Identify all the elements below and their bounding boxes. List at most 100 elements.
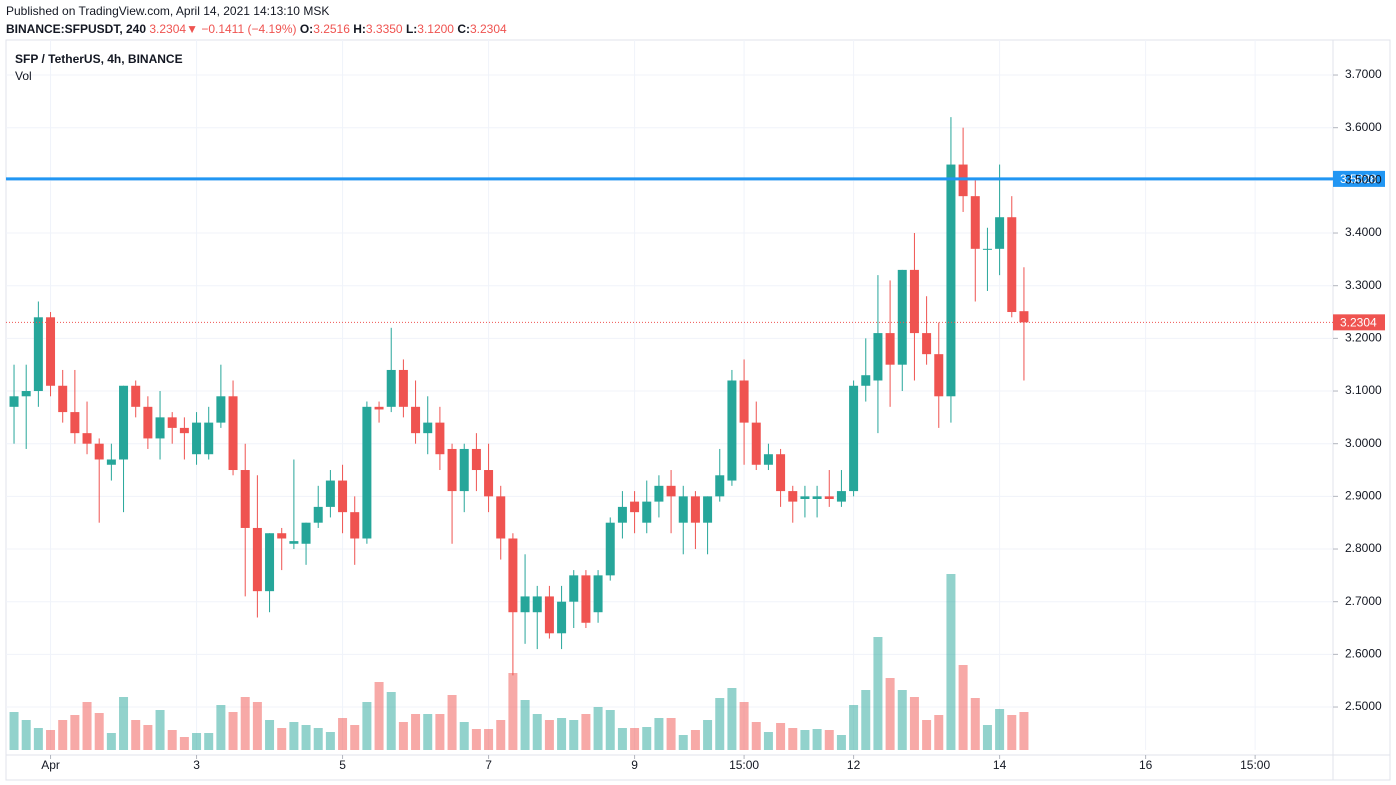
- volume-bar: [642, 727, 652, 750]
- candle-body: [33, 317, 43, 392]
- y-tick-label: 3.3000: [1345, 278, 1382, 292]
- candle-body: [873, 333, 883, 381]
- candle-body: [763, 454, 773, 465]
- volume-bar: [776, 723, 786, 750]
- candle-body: [995, 217, 1005, 249]
- candle-body: [703, 496, 713, 523]
- candle-body: [9, 396, 19, 407]
- volume-bar: [216, 705, 226, 750]
- volume-bar: [739, 702, 749, 750]
- arrow: ▼: [186, 22, 198, 36]
- volume-bar: [788, 728, 798, 750]
- volume-bar: [423, 714, 433, 750]
- candle-body: [800, 496, 810, 499]
- candle-body: [484, 470, 494, 497]
- symbol-line: BINANCE:SFPUSDT, 240 3.2304▼ −0.1411 (−4…: [6, 22, 507, 36]
- volume-bar: [33, 728, 43, 750]
- candle-body: [471, 448, 481, 471]
- volume-bar: [557, 718, 567, 750]
- candle-body: [922, 333, 932, 355]
- volume-bar: [143, 725, 153, 750]
- volume-bar: [435, 714, 445, 750]
- volume-bar: [447, 695, 457, 750]
- volume-bar: [982, 725, 992, 750]
- frame: [5, 39, 1391, 781]
- volume-bar: [204, 733, 214, 750]
- c: 3.2304: [470, 22, 507, 36]
- volume-bar: [849, 705, 859, 750]
- volume-bar: [885, 678, 895, 750]
- volume-bar: [605, 710, 615, 750]
- candle-body: [155, 417, 165, 439]
- candle-body: [435, 422, 445, 455]
- volume-bar: [800, 730, 810, 750]
- x-tick-label: 9: [631, 758, 638, 772]
- o-label: O:: [299, 22, 314, 36]
- x-tick-label: 7: [485, 758, 492, 772]
- candle-body: [386, 369, 396, 407]
- candle-body: [727, 380, 737, 481]
- last-price-bg: [1333, 314, 1385, 331]
- change: −0.1411 (−4.19%): [201, 22, 297, 36]
- candle-body: [398, 369, 408, 407]
- volume-bar: [325, 732, 335, 750]
- volume-bar: [46, 730, 56, 750]
- candle-body: [313, 506, 323, 523]
- volume-bar: [484, 729, 494, 750]
- volume-bar: [240, 697, 250, 750]
- volume-bar: [411, 714, 421, 750]
- y-tick-label: 2.5000: [1345, 699, 1382, 713]
- y-tick-label: 3.1000: [1345, 383, 1382, 397]
- volume-bar: [897, 690, 907, 750]
- volume-bar: [922, 720, 932, 750]
- candle-body: [569, 575, 579, 602]
- volume-bar: [459, 722, 469, 750]
- candle-body: [204, 422, 214, 455]
- candle-body: [751, 422, 761, 465]
- volume-bar: [703, 720, 713, 750]
- volume-bar: [958, 665, 968, 750]
- volume-bar: [192, 733, 202, 750]
- volume-bar: [289, 722, 299, 750]
- volume-bar: [581, 714, 591, 750]
- volume-bar: [727, 688, 737, 750]
- candle-body: [776, 454, 786, 492]
- volume-bar: [350, 725, 360, 750]
- candle-body: [70, 412, 80, 434]
- candle-body: [338, 480, 348, 513]
- volume-bar: [362, 702, 372, 750]
- volume-bar: [265, 720, 275, 750]
- volume-bar: [836, 735, 846, 750]
- y-tick-label: 3.2000: [1345, 331, 1382, 345]
- volume-bar: [119, 697, 129, 750]
- volume-bar: [569, 720, 579, 750]
- volume-bar: [934, 715, 944, 750]
- y-tick-label: 2.9000: [1345, 489, 1382, 503]
- candle-body: [216, 396, 226, 423]
- candle-body: [167, 417, 177, 428]
- volume-bar: [496, 720, 506, 750]
- y-tick-label: 3.7000: [1345, 67, 1382, 81]
- candle-body: [46, 317, 56, 386]
- candle-body: [897, 269, 907, 365]
- volume-bar: [179, 737, 189, 750]
- candle-body: [605, 522, 615, 576]
- candle-body: [301, 522, 311, 544]
- candle-body: [423, 422, 433, 434]
- candle-body: [532, 596, 542, 613]
- candle-body: [82, 433, 92, 444]
- volume-bar: [1007, 715, 1017, 750]
- candle-body: [508, 538, 518, 613]
- legend-title: SFP / TetherUS, 4h, BINANCE: [15, 52, 183, 66]
- candle-body: [1007, 217, 1017, 313]
- candle-body: [849, 385, 859, 492]
- volume-bar: [909, 697, 919, 750]
- candle-body: [240, 470, 250, 528]
- candle-body: [581, 575, 591, 623]
- volume-bar: [824, 730, 834, 750]
- o: 3.2516: [313, 22, 350, 36]
- candle-body: [678, 496, 688, 523]
- x-tick-label: 15:00: [1240, 758, 1270, 772]
- candle-body: [690, 496, 700, 523]
